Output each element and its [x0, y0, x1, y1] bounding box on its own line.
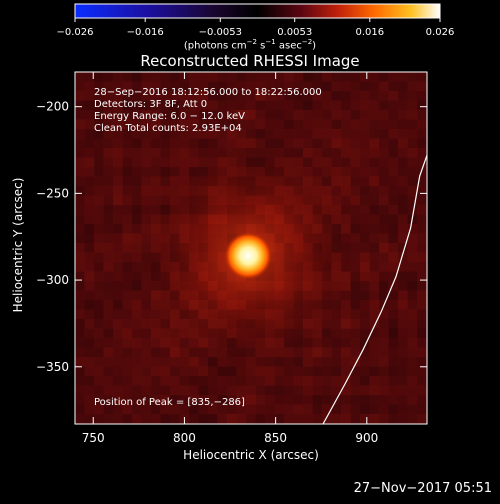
peak-source — [224, 231, 273, 280]
colorbar-tick-label: −0.026 — [56, 27, 93, 38]
info-detectors: Detectors: 3F 8F, Att 0 — [94, 99, 208, 110]
info-time-range: 28−Sep−2016 18:12:56.000 to 18:22:56.000 — [94, 87, 322, 98]
colorbar-tick-label: −0.016 — [127, 27, 164, 38]
x-tick-label: 750 — [82, 431, 105, 445]
y-tick-label: −200 — [36, 100, 69, 114]
y-axis-label: Heliocentric Y (arcsec) — [11, 177, 25, 313]
axis-ticks: 750 800 850 900 −200 −250 −300 −350 — [36, 72, 427, 445]
x-axis-label: Heliocentric X (arcsec) — [183, 448, 319, 462]
info-energy-range: Energy Range: 6.0 − 12.0 keV — [94, 111, 245, 122]
heatmap-image — [75, 72, 427, 424]
info-block: 28−Sep−2016 18:12:56.000 to 18:22:56.000… — [94, 87, 322, 135]
y-tick-label: −350 — [36, 360, 69, 374]
colorbar — [74, 3, 441, 19]
footer-date: 27−Nov−2017 05:51 — [353, 481, 492, 496]
plot-title: Reconstructed RHESSI Image — [140, 52, 360, 70]
info-total-counts: Clean Total counts: 2.93E+04 — [94, 123, 242, 134]
peak-position-text: Position of Peak = [835,−286] — [94, 397, 245, 408]
x-tick-label: 800 — [173, 431, 196, 445]
colorbar-tick-label: 0.016 — [355, 27, 384, 38]
colorbar-ticks: −0.026 −0.016 −0.0053 0.0053 0.016 0.026 — [56, 18, 454, 38]
colorbar-tick-label: 0.0053 — [277, 27, 312, 38]
colorbar-tick-label: 0.026 — [426, 27, 455, 38]
y-tick-label: −250 — [36, 186, 69, 200]
solar-limb-line — [322, 155, 427, 424]
colorbar-label: (photons cm−2 s−1 asec−2) — [183, 38, 317, 52]
x-tick-label: 900 — [355, 431, 378, 445]
y-tick-label: −300 — [36, 273, 69, 287]
x-tick-label: 850 — [264, 431, 287, 445]
colorbar-tick-label: −0.0053 — [199, 27, 242, 38]
plot-frame — [74, 71, 428, 425]
